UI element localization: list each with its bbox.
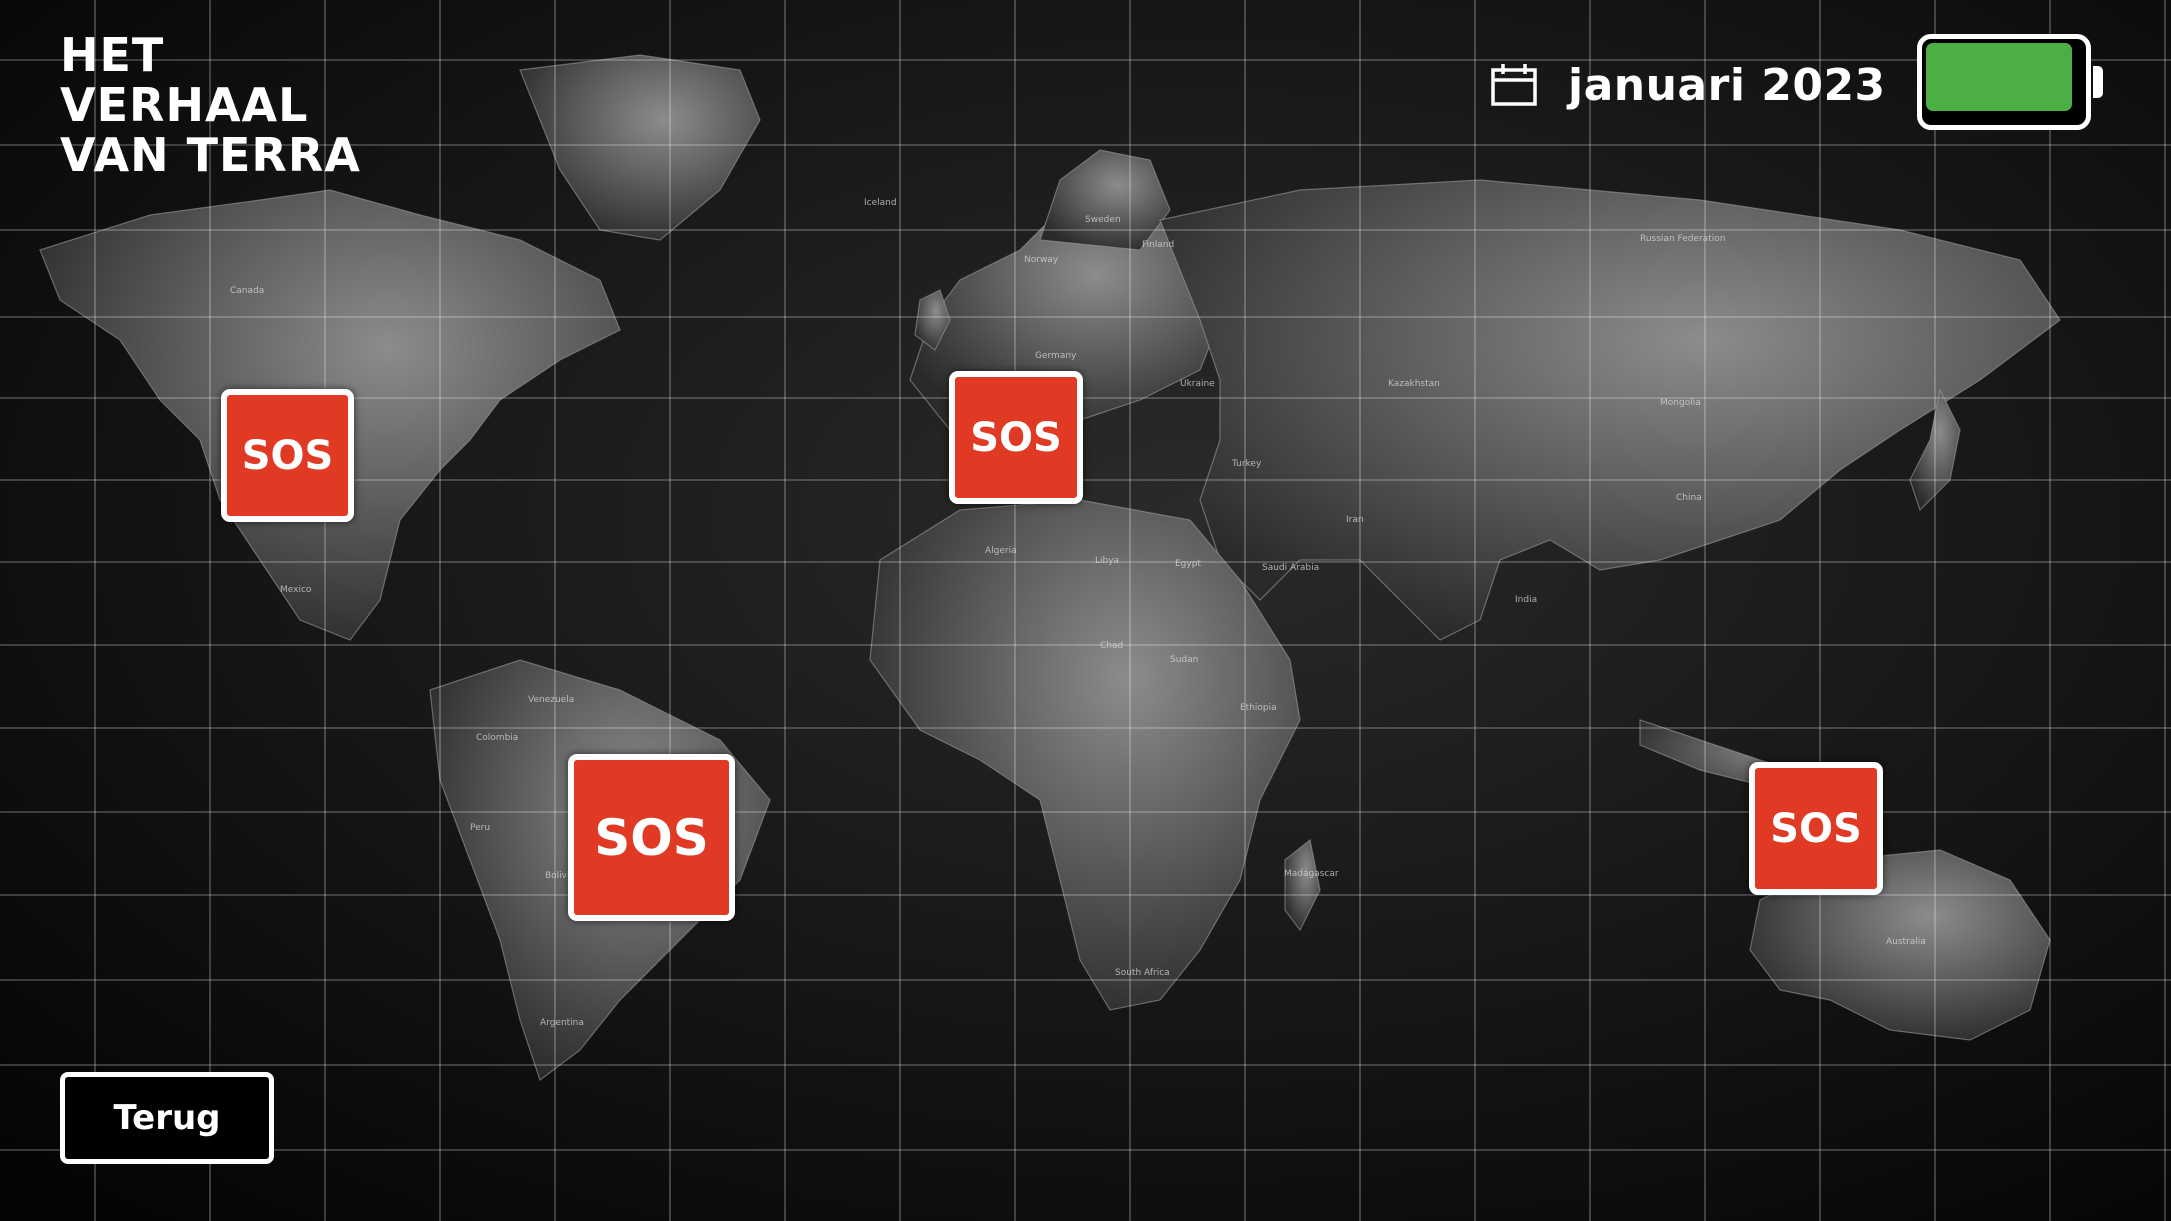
label-chad: Chad bbox=[1100, 641, 1123, 651]
title-line-3: VAN TERRA bbox=[60, 128, 361, 182]
title-line-2: VERHAAL bbox=[60, 78, 309, 132]
label-colombia: Colombia bbox=[476, 733, 518, 743]
label-algeria: Algeria bbox=[985, 546, 1017, 556]
label-mexico: Mexico bbox=[280, 585, 312, 595]
australia-shape bbox=[1749, 849, 2051, 1041]
label-bolivia: Bolivia bbox=[545, 871, 575, 881]
label-germany: Germany bbox=[1035, 351, 1077, 361]
madagascar-shape bbox=[1284, 838, 1321, 932]
title-line-1: HET bbox=[60, 28, 165, 82]
label-australia: Australia bbox=[1886, 937, 1926, 947]
label-turkey: Turkey bbox=[1231, 459, 1262, 469]
calendar-icon bbox=[1491, 64, 1537, 106]
label-canada: Canada bbox=[230, 286, 264, 296]
sos-marker-oceania[interactable]: SOS bbox=[1749, 762, 1883, 895]
date-label: januari 2023 bbox=[1568, 59, 1886, 111]
label-mongolia: Mongolia bbox=[1660, 398, 1701, 408]
label-saudi: Saudi Arabia bbox=[1262, 563, 1319, 573]
label-ethiopia: Ethiopia bbox=[1240, 703, 1277, 713]
label-iran: Iran bbox=[1346, 515, 1364, 525]
label-peru: Peru bbox=[470, 823, 490, 833]
label-sudan: Sudan bbox=[1170, 655, 1198, 665]
scandinavia-shape bbox=[1039, 149, 1171, 251]
label-ukraine: Ukraine bbox=[1180, 379, 1215, 389]
africa-shape bbox=[869, 499, 1301, 1011]
label-madagascar: Madagascar bbox=[1284, 869, 1339, 879]
label-sweden: Sweden bbox=[1085, 215, 1121, 225]
label-kazakhstan: Kazakhstan bbox=[1388, 379, 1440, 389]
uk-shape bbox=[914, 289, 951, 351]
japan-shape bbox=[1909, 388, 1961, 512]
label-venezuela: Venezuela bbox=[528, 695, 574, 705]
label-egypt: Egypt bbox=[1175, 559, 1201, 569]
battery-terminal bbox=[2093, 66, 2103, 98]
game-title: HET VERHAAL VAN TERRA bbox=[60, 30, 361, 180]
label-finland: Finland bbox=[1142, 240, 1174, 250]
back-button[interactable]: Terug bbox=[60, 1072, 274, 1164]
label-russia: Russian Federation bbox=[1640, 234, 1725, 244]
continents bbox=[39, 54, 2061, 1081]
label-iceland: Iceland bbox=[864, 198, 897, 208]
greenland-shape bbox=[519, 54, 761, 241]
label-south-africa: South Africa bbox=[1115, 968, 1170, 978]
label-norway: Norway bbox=[1024, 255, 1059, 265]
label-libya: Libya bbox=[1095, 556, 1119, 566]
sos-marker-south-america[interactable]: SOS bbox=[568, 754, 735, 921]
label-argentina: Argentina bbox=[540, 1018, 584, 1028]
sos-marker-europe[interactable]: SOS bbox=[949, 371, 1083, 504]
country-labels: Canada Mexico Venezuela Colombia Peru Bo… bbox=[230, 198, 1926, 1028]
label-china: China bbox=[1676, 493, 1702, 503]
label-india: India bbox=[1515, 595, 1537, 605]
sos-marker-north-america[interactable]: SOS bbox=[221, 389, 354, 522]
battery-icon bbox=[1917, 34, 2103, 130]
asia-shape bbox=[1159, 179, 2061, 641]
current-date: januari 2023 bbox=[1490, 55, 1886, 115]
battery-level bbox=[1926, 43, 2072, 111]
